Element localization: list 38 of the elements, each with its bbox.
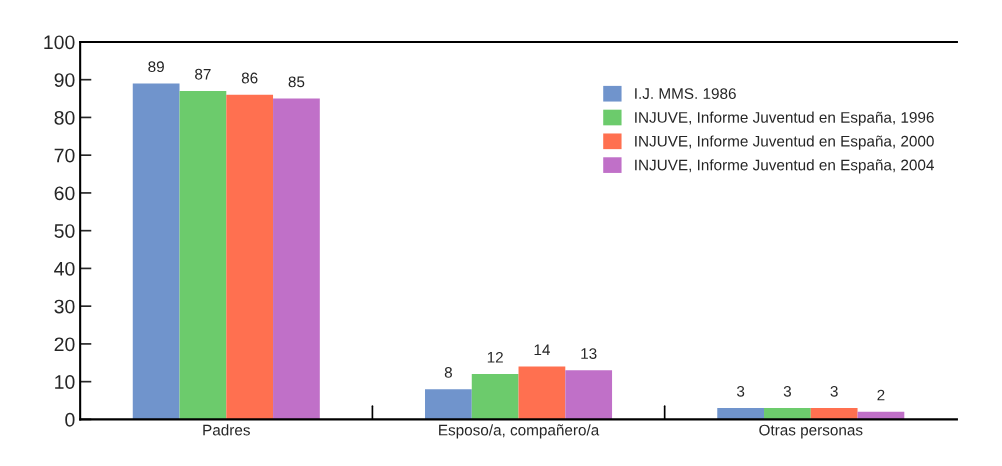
y-tick-label: 70 [54,148,75,163]
y-tick-label: 80 [54,110,75,125]
data-label: 8 [444,367,452,378]
x-tick-label: Otras personas [759,424,863,439]
y-tick-label: 90 [54,73,75,87]
bar [425,389,472,420]
y-tick-label: 20 [54,337,75,352]
bar [132,83,180,420]
data-label: 85 [288,76,305,88]
legend-label: INJUVE, Informe Juventud en España, 1996 [635,111,934,126]
data-label: 3 [736,385,745,397]
y-tick-label: 40 [54,261,75,276]
data-label: 86 [241,72,258,84]
y-tick-label: 100 [44,35,75,50]
bar [179,91,227,420]
data-label: 2 [877,389,885,401]
bar [518,366,566,420]
y-tick-label: 50 [54,224,75,238]
y-tick-label: 30 [54,299,75,314]
legend-label: I.J. MMS. 1986 [635,88,736,100]
bar [226,94,274,420]
legend-label: INJUVE, Informe Juventud en España, 2000 [635,135,934,150]
data-label: 3 [830,385,838,397]
x-tick-label: Padres [203,424,250,436]
legend-label: INJUVE, Informe Juventud en España, 2004 [635,159,934,174]
x-tick-label: Esposo/a, compañero/a [439,424,600,439]
y-tick-label: 0 [65,412,75,427]
bar [471,374,519,420]
data-label: 13 [581,348,597,359]
data-label: 3 [783,385,791,397]
y-tick-label: 10 [55,375,75,389]
data-label: 87 [195,68,211,80]
data-label: 12 [487,351,503,363]
bar [565,370,613,420]
bar [273,98,320,420]
data-label: 14 [534,344,550,356]
data-label: 89 [148,61,164,73]
y-tick-label: 60 [54,186,75,201]
